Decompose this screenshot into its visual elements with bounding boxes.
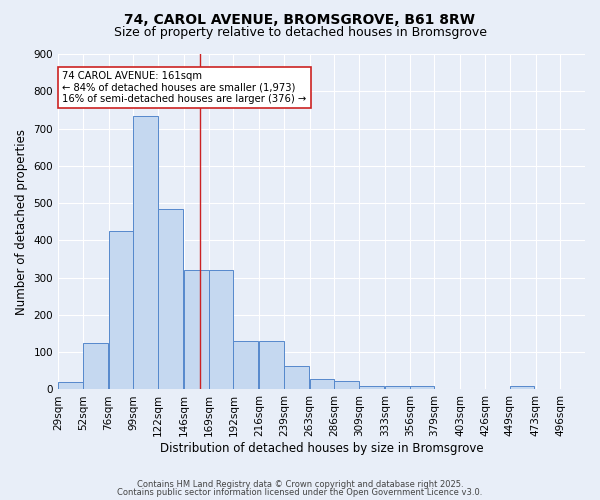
Bar [184, 270, 209, 390]
Bar [334, 382, 359, 390]
Bar [109, 231, 133, 390]
Bar [359, 386, 384, 390]
X-axis label: Distribution of detached houses by size in Bromsgrove: Distribution of detached houses by size … [160, 442, 484, 455]
Bar [510, 386, 535, 390]
Bar [133, 116, 158, 390]
Y-axis label: Number of detached properties: Number of detached properties [15, 128, 28, 314]
Bar [310, 379, 334, 390]
Text: Contains HM Land Registry data © Crown copyright and database right 2025.: Contains HM Land Registry data © Crown c… [137, 480, 463, 489]
Bar [284, 366, 308, 390]
Text: Size of property relative to detached houses in Bromsgrove: Size of property relative to detached ho… [113, 26, 487, 39]
Bar [233, 341, 258, 390]
Bar [83, 343, 107, 390]
Bar [209, 270, 233, 390]
Bar [158, 208, 183, 390]
Text: 74 CAROL AVENUE: 161sqm
← 84% of detached houses are smaller (1,973)
16% of semi: 74 CAROL AVENUE: 161sqm ← 84% of detache… [62, 71, 307, 104]
Text: 74, CAROL AVENUE, BROMSGROVE, B61 8RW: 74, CAROL AVENUE, BROMSGROVE, B61 8RW [125, 12, 476, 26]
Bar [58, 382, 83, 390]
Bar [259, 341, 284, 390]
Bar [385, 386, 410, 390]
Text: Contains public sector information licensed under the Open Government Licence v3: Contains public sector information licen… [118, 488, 482, 497]
Bar [410, 386, 434, 390]
